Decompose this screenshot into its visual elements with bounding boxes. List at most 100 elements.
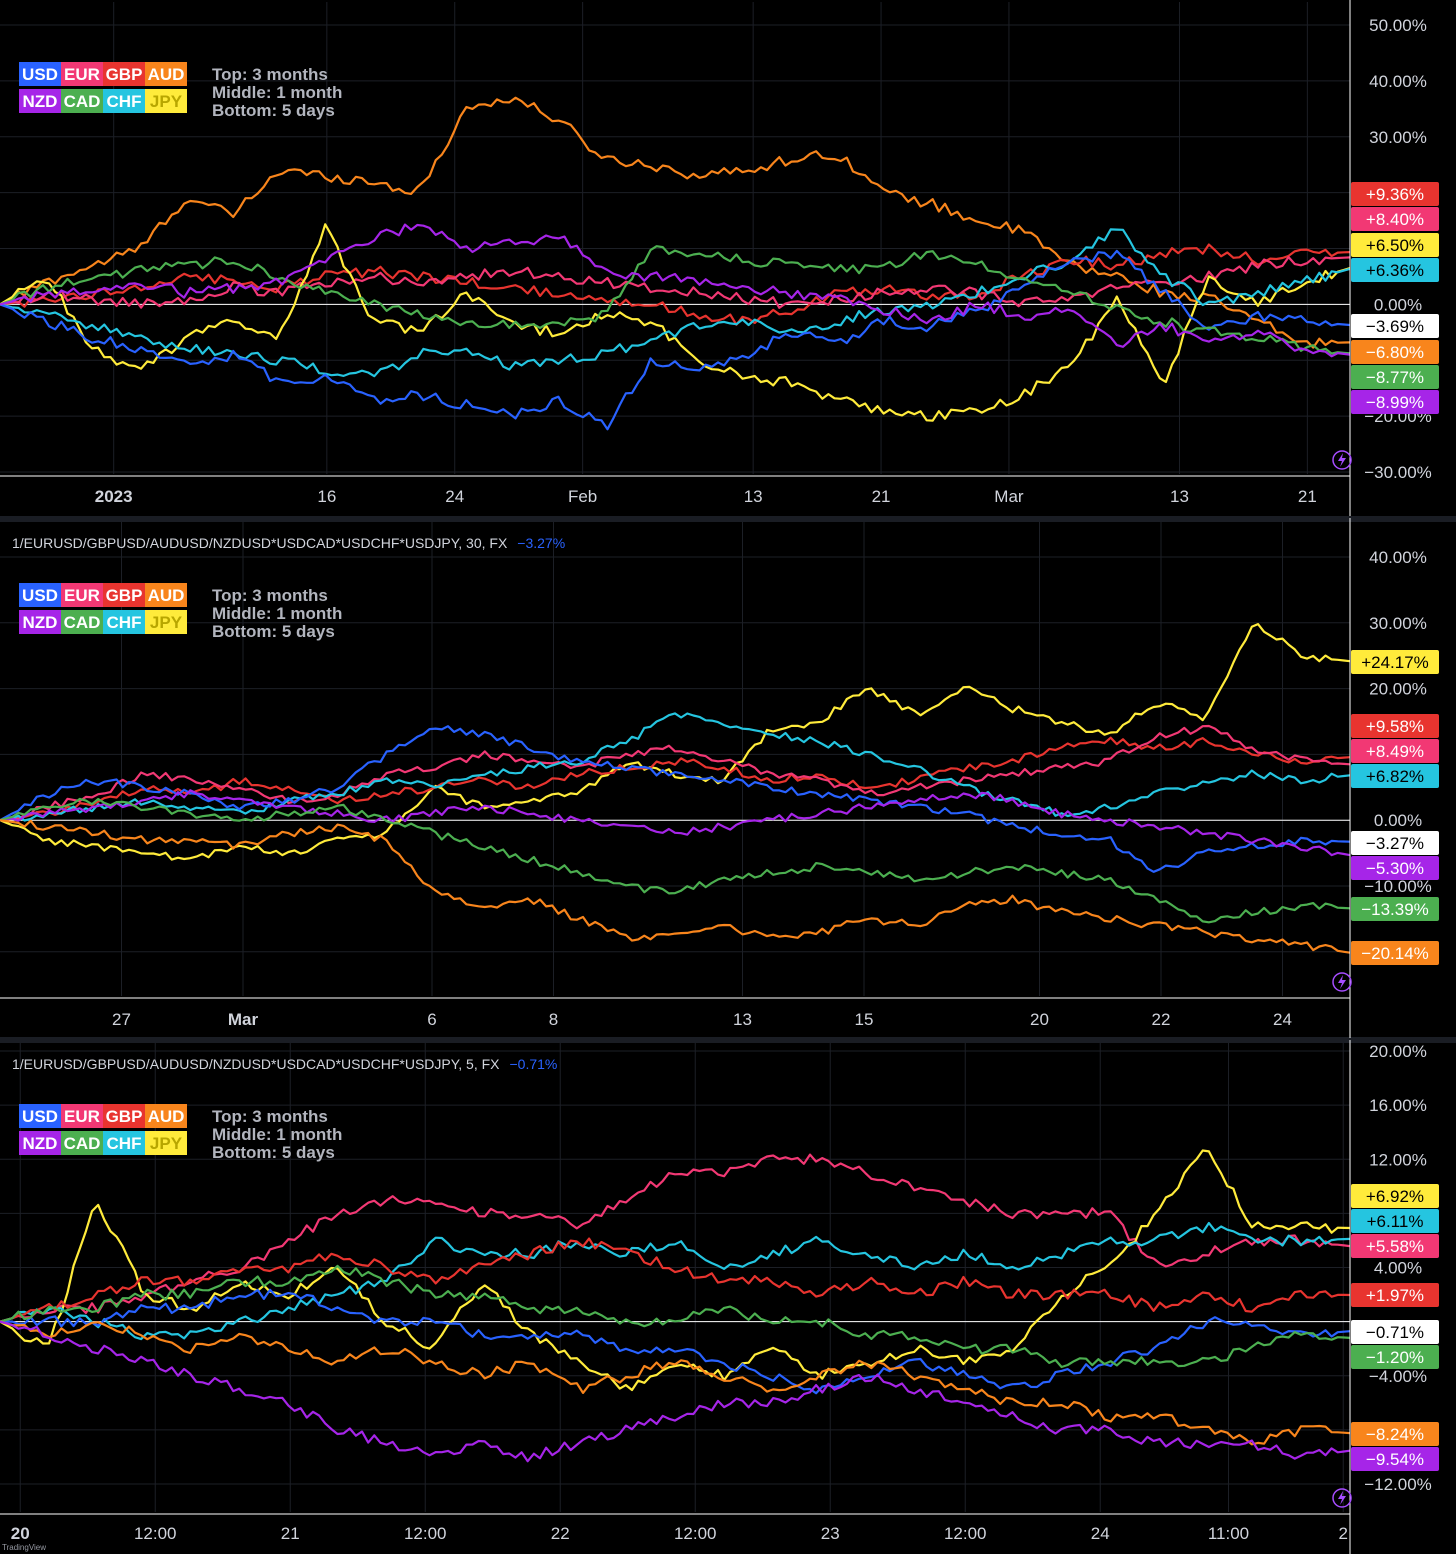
legend-swatch-chf [103,89,145,113]
legend-label-usd: USD [22,1107,58,1126]
legend-label-aud: AUD [148,65,185,84]
legend-label-eur: EUR [64,1107,100,1126]
legend-swatch-aud [145,583,187,607]
legend-label-gbp: GBP [106,65,143,84]
series-line-usd [0,249,1350,431]
series-line-aud [0,819,1350,954]
y-tick-label: 20.00% [1369,680,1427,699]
chart-panel-1: 2023 16 24 Feb 13 21 Mar 13 21 50.00% 40.00% 30.00%… [0,0,1439,516]
x-tick-label: 22 [1152,1010,1171,1029]
legend-label-jpy: JPY [150,92,183,111]
legend-label-jpy: JPY [150,613,183,632]
lightning-icon[interactable] [1332,972,1352,992]
end-value-label: −3.27% [1366,834,1424,853]
end-value-label: +6.11% [1367,1212,1424,1231]
legend-note: Bottom: 5 days [212,1143,335,1162]
series-line-gbp [0,1237,1350,1323]
end-value-label: +8.40% [1366,210,1424,229]
end-value-badge [1351,340,1439,364]
series-line-cad [0,245,1350,355]
series-line-nzd [0,789,1350,857]
legend-label-chf: CHF [107,92,142,111]
legend-label-nzd: NZD [23,92,58,111]
legend-label-aud: AUD [148,586,185,605]
legend-swatch-cad [61,1131,103,1155]
series-line-chf [0,712,1350,822]
lightning-icon[interactable] [1332,450,1352,470]
end-value-badge [1351,941,1439,965]
x-tick-label: 12:00 [674,1524,717,1543]
y-tick-label: 40.00% [1369,72,1427,91]
series-line-jpy [0,1149,1350,1392]
y-tick-label: −30.00% [1364,463,1432,482]
x-tick-label: 13 [733,1010,752,1029]
end-value-label: +6.36% [1366,261,1424,280]
end-value-badge [1351,714,1439,738]
legend-swatch-jpy [145,610,187,634]
legend-swatch-jpy [145,89,187,113]
end-value-label: −1.20% [1366,1348,1424,1367]
legend-label-eur: EUR [64,586,100,605]
end-value-label: −3.69% [1366,317,1424,336]
chart-panel-2: 27 Mar 6 8 13 15 20 22 24 40.00% 30.00% 20.00% 0.00%… [0,518,1439,1038]
x-tick-label: 12:00 [134,1524,177,1543]
y-tick-label: −10.00% [1364,877,1432,896]
x-tick-label: 20 [11,1524,30,1543]
x-tick-label: 21 [1298,487,1317,506]
y-tick-label: 4.00% [1374,1259,1422,1278]
legend-swatch-aud [145,1104,187,1128]
end-value-badge [1351,314,1439,338]
legend-swatch-gbp [103,62,145,86]
y-tick-label: 20.00% [1369,1042,1427,1061]
legend-note: Top: 3 months [212,65,328,84]
legend-note: Bottom: 5 days [212,622,335,641]
end-value-badge [1351,897,1439,921]
x-tick-label: 21 [872,487,891,506]
currency-legend: USD EUR GBP AUD NZD CAD CHF JPY Top: 3 monthsMid… [19,583,342,641]
legend-note: Middle: 1 month [212,604,342,623]
x-tick-label: 8 [549,1010,558,1029]
legend-swatch-nzd [19,1131,61,1155]
legend-note: Middle: 1 month [212,1125,342,1144]
end-value-badge [1351,182,1439,206]
panel-separator [0,1037,1456,1043]
series-line-cad [0,797,1350,924]
legend-note: Top: 3 months [212,586,328,605]
end-value-label: −8.77% [1366,368,1424,387]
end-value-badge [1351,1447,1439,1471]
series-line-aud [0,96,1350,349]
x-tick-label: 27 [112,1010,131,1029]
series-lines [0,1149,1350,1463]
legend-label-aud: AUD [148,1107,185,1126]
x-tick-label: 16 [317,487,336,506]
currency-legend: USD EUR GBP AUD NZD CAD CHF JPY Top: 3 monthsMid… [19,1104,342,1162]
legend-swatch-usd [19,62,61,86]
end-value-label: −6.80% [1366,343,1424,362]
legend-note: Middle: 1 month [212,83,342,102]
end-value-label: −13.39% [1361,900,1429,919]
end-value-label: +6.50% [1366,236,1424,255]
x-tick-label: 12:00 [944,1524,987,1543]
series-line-jpy [0,622,1350,861]
legend-swatch-eur [61,1104,103,1128]
series-line-eur [0,256,1350,309]
y-tick-label: 30.00% [1369,128,1427,147]
x-tick-label: 13 [1170,487,1189,506]
symbol-header-value: −0.71% [510,1056,558,1072]
legend-swatch-chf [103,610,145,634]
y-tick-label: −4.00% [1369,1367,1427,1386]
y-tick-label: 16.00% [1369,1096,1427,1115]
series-line-chf [0,1221,1350,1341]
x-tick-label: Feb [568,487,597,506]
legend-label-cad: CAD [64,613,101,632]
legend-label-nzd: NZD [23,613,58,632]
y-tick-label: 12.00% [1369,1150,1427,1169]
end-value-badge [1351,764,1439,788]
end-value-label: −20.14% [1361,944,1429,963]
lightning-icon[interactable] [1332,1488,1352,1508]
end-value-label: +6.92% [1366,1187,1424,1206]
end-value-badge [1351,1234,1439,1258]
end-value-label: +24.17% [1361,653,1429,672]
series-lines [0,622,1350,954]
end-value-label: +9.36% [1366,185,1424,204]
